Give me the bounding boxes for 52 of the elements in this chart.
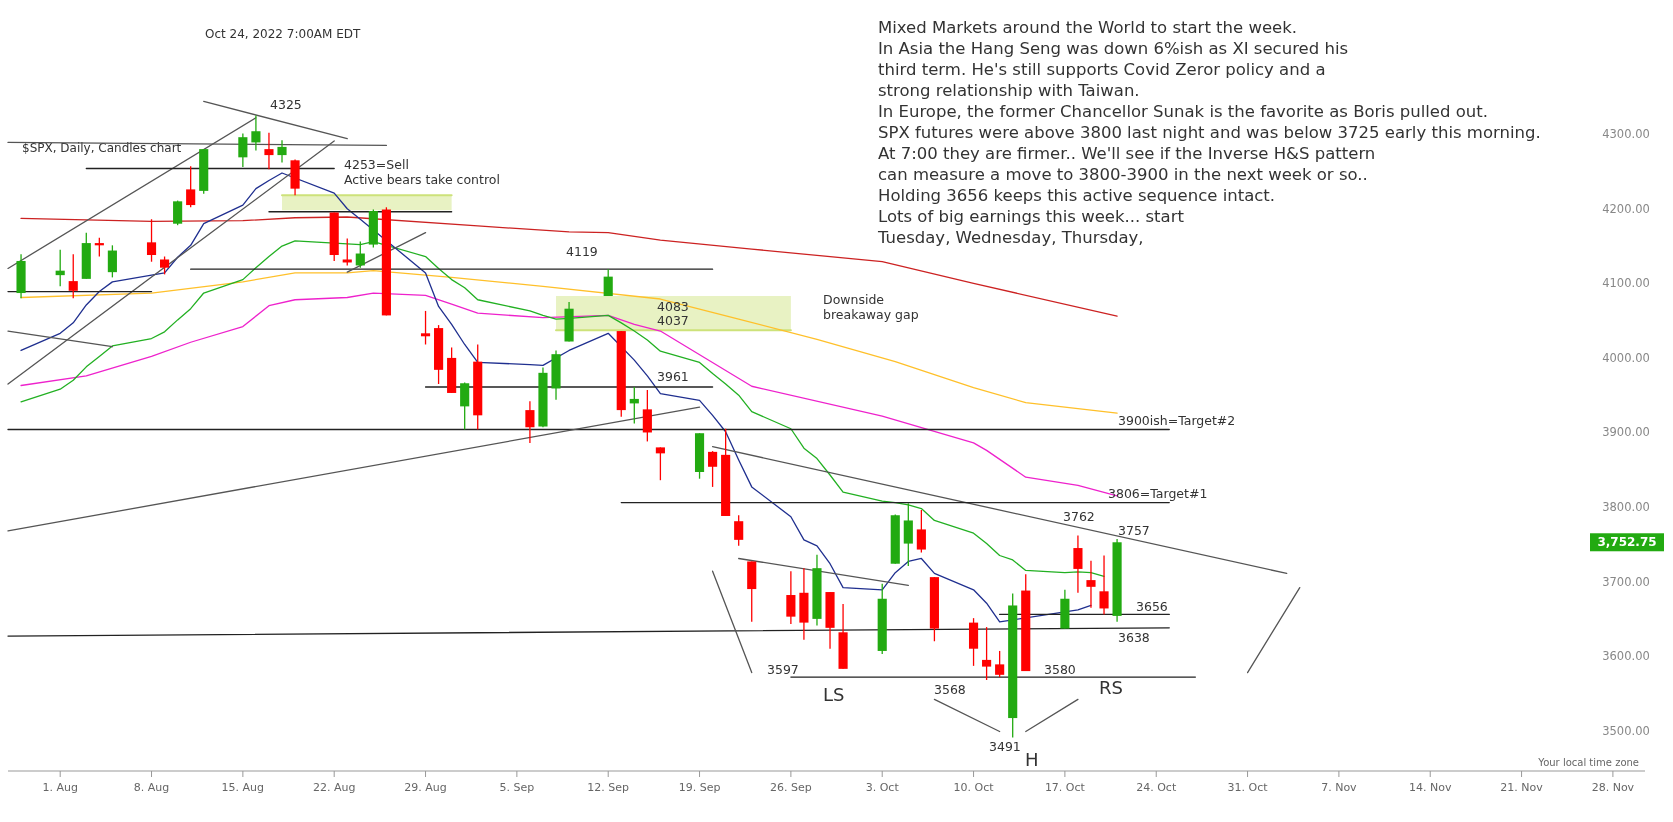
annotation: 3762 bbox=[1063, 509, 1095, 524]
annotation: 3961 bbox=[657, 369, 689, 384]
x-tick-label: 5. Sep bbox=[499, 781, 535, 794]
y-tick-label: 3600.00 bbox=[1602, 649, 1650, 664]
annotation: 3580 bbox=[1044, 662, 1076, 677]
x-tick-label: 28. Nov bbox=[1591, 781, 1635, 794]
x-tick-label: 3. Oct bbox=[865, 781, 900, 794]
y-tick-label: 4000.00 bbox=[1602, 350, 1650, 365]
annotation: 3,752.75 bbox=[1597, 535, 1657, 550]
y-tick-label: 3900.00 bbox=[1602, 425, 1650, 440]
y-tick-label: 3800.00 bbox=[1602, 500, 1650, 515]
annotation: LS bbox=[823, 684, 845, 705]
annotation: Your local time zone bbox=[1537, 757, 1639, 768]
annotation: 4325 bbox=[270, 97, 302, 112]
y-tick-label: 4200.00 bbox=[1602, 201, 1650, 216]
text: Mixed Markets around the World to start the week. In Asia the Hang Seng was down 6%ish as XI secured his third term. He's still supports Covid Zeror policy and a strong relationship with Taiwan. In Europe, the former Chancellor Sunak is the favorite as Boris pulled out. SPX futures were above 3800 last night and was below 3725 early this morning. At 7:00 they are firmer.. We'll see if the Inverse H&S pattern can measure a move to 3800-3900 in the next week or so.. Holding 3656 keeps this active sequence intact. Lots of big earnings this week... start Tuesday, Wednesday, Thursday, bbox=[878, 18, 1541, 247]
annotation: 3806=Target#1 bbox=[1108, 486, 1208, 501]
x-tick-label: 29. Aug bbox=[404, 781, 447, 794]
x-tick-label: 17. Oct bbox=[1044, 781, 1086, 794]
annotation: 4083 bbox=[657, 299, 689, 314]
y-tick-label: 4300.00 bbox=[1602, 127, 1650, 142]
x-tick-label: 31. Oct bbox=[1227, 781, 1269, 794]
x-tick-label: 19. Sep bbox=[678, 781, 721, 794]
annotation: Downside breakaway gap bbox=[823, 292, 919, 322]
y-tick-label: 3700.00 bbox=[1602, 574, 1650, 589]
y-tick-label: 3500.00 bbox=[1602, 723, 1650, 738]
x-tick-label: 21. Nov bbox=[1500, 781, 1544, 794]
x-tick-label: 24. Oct bbox=[1136, 781, 1177, 794]
text: Oct 24, 2022 7:00AM EDT bbox=[205, 27, 361, 41]
x-tick-label: 1. Aug bbox=[42, 781, 78, 794]
x-tick-label: 15. Aug bbox=[221, 781, 265, 794]
x-tick-label: 10. Oct bbox=[953, 781, 995, 794]
annotation: 3568 bbox=[934, 682, 966, 697]
x-tick-label: 12. Sep bbox=[587, 781, 630, 794]
annotation: 3638 bbox=[1118, 630, 1150, 645]
annotation: RS bbox=[1099, 677, 1123, 698]
annotation: 3757 bbox=[1118, 523, 1150, 538]
annotation: 4253=Sell Active bears take control bbox=[344, 157, 500, 187]
annotation: H bbox=[1025, 749, 1039, 770]
x-tick-label: 14. Nov bbox=[1409, 781, 1452, 794]
annotation: 4037 bbox=[657, 313, 689, 328]
annotation: 3597 bbox=[767, 662, 799, 677]
x-tick-label: 7. Nov bbox=[1321, 781, 1358, 794]
x-tick-label: 22. Aug bbox=[312, 781, 356, 794]
annotation: 3656 bbox=[1136, 599, 1168, 614]
x-tick-label: 8. Aug bbox=[133, 781, 170, 794]
text: $SPX, Daily, Candles chart bbox=[22, 141, 182, 155]
annotation: 3491 bbox=[989, 739, 1021, 754]
x-tick-label: 26. Sep bbox=[770, 781, 812, 794]
y-tick-label: 4100.00 bbox=[1602, 276, 1650, 291]
annotation: 4119 bbox=[566, 244, 598, 259]
annotation: 3900ish=Target#2 bbox=[1118, 413, 1236, 428]
